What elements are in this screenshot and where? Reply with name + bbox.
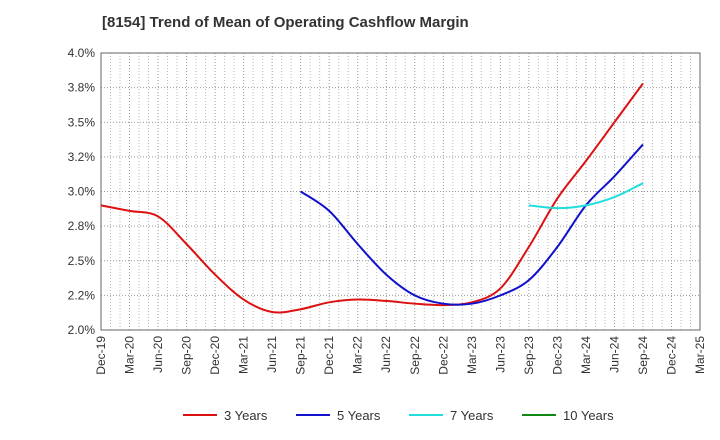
x-tick-label: Mar-23 xyxy=(465,336,479,374)
x-tick-label: Jun-22 xyxy=(379,336,393,373)
x-tick-label: Sep-22 xyxy=(408,336,422,375)
x-tick-label: Dec-21 xyxy=(322,336,336,375)
x-tick-label: Mar-20 xyxy=(123,336,137,374)
chart-title: [8154] Trend of Mean of Operating Cashfl… xyxy=(102,14,469,31)
x-tick-label: Jun-20 xyxy=(151,336,165,373)
legend-label: 5 Years xyxy=(337,408,381,423)
plot-border xyxy=(100,52,701,331)
y-tick-label: 2.8% xyxy=(68,219,96,233)
x-tick-label: Sep-24 xyxy=(636,336,650,375)
x-tick-label: Jun-24 xyxy=(607,336,621,373)
x-tick-label: Dec-20 xyxy=(208,336,222,375)
x-tick-label: Dec-19 xyxy=(94,336,108,375)
axis-layer: 2.0% 2.2% 2.5% 2.8% 3.0% 3.2% 3.5% 3.8% 4.0% Dec-… xyxy=(68,46,707,375)
grid-layer xyxy=(100,52,701,331)
x-tick-label: Sep-20 xyxy=(180,336,194,375)
y-tick-label: 3.8% xyxy=(68,81,96,95)
y-tick-label: 4.0% xyxy=(68,46,96,60)
x-tick-label: Dec-23 xyxy=(550,336,564,375)
series-line-1 xyxy=(100,82,644,314)
legend-label: 10 Years xyxy=(563,408,614,423)
legend-label: 3 Years xyxy=(224,408,268,423)
x-tick-label: Sep-21 xyxy=(294,336,308,375)
x-tick-label: Mar-22 xyxy=(351,336,365,374)
x-tick-label: Mar-24 xyxy=(579,336,593,374)
x-tick-label: Jun-21 xyxy=(265,336,279,373)
y-tick-label: 3.0% xyxy=(68,185,96,199)
x-tick-label: Mar-21 xyxy=(237,336,251,374)
x-tick-label: Jun-23 xyxy=(493,336,507,373)
y-tick-label: 2.5% xyxy=(68,254,96,268)
y-tick-label: 2.2% xyxy=(68,288,96,302)
y-tick-label: 3.5% xyxy=(68,115,96,129)
x-tick-label: Mar-25 xyxy=(693,336,707,374)
series-line-3 xyxy=(528,182,644,210)
x-tick-label: Sep-23 xyxy=(522,336,536,375)
legend-label: 7 Years xyxy=(450,408,494,423)
y-tick-label: 3.2% xyxy=(68,150,96,164)
x-tick-label: Dec-22 xyxy=(436,336,450,375)
series-layer xyxy=(100,82,644,314)
plot-area xyxy=(101,53,700,330)
x-tick-label: Dec-24 xyxy=(664,336,678,375)
legend: 3 Years 5 Years 7 Years 10 Years xyxy=(183,408,614,423)
y-tick-label: 2.0% xyxy=(68,323,96,337)
